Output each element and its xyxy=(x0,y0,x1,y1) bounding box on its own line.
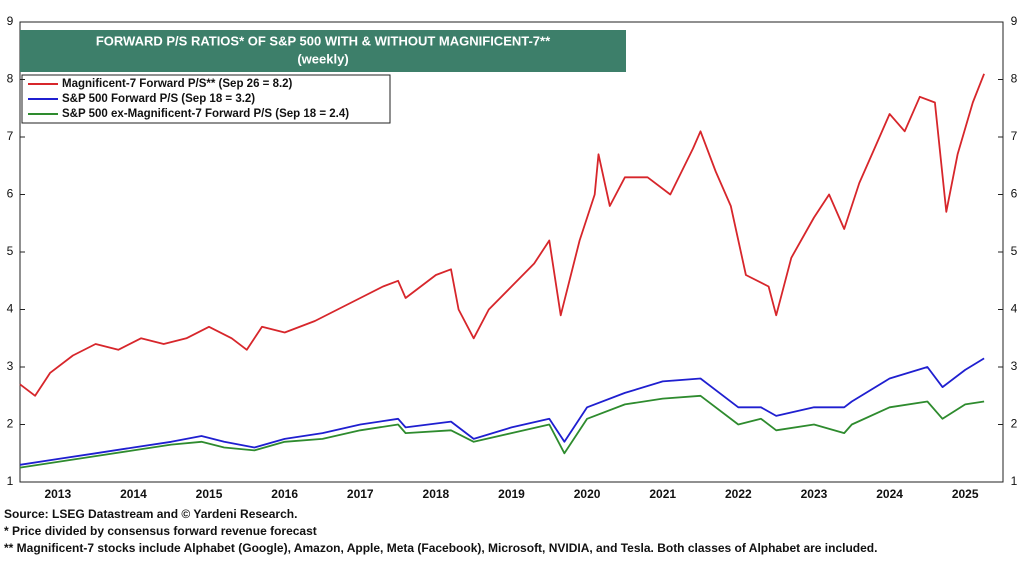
y2-tick-label: 3 xyxy=(1011,359,1018,373)
chart-subtitle: (weekly) xyxy=(297,51,348,66)
legend-label: Magnificent-7 Forward P/S** (Sep 26 = 8.… xyxy=(62,78,293,90)
y2-tick-label: 9 xyxy=(1011,14,1018,28)
y2-tick-label: 4 xyxy=(1011,302,1018,316)
x-tick-label: 2019 xyxy=(498,487,525,501)
legend-box xyxy=(21,74,391,124)
y-tick-label: 5 xyxy=(7,244,14,258)
x-tick-label: 2025 xyxy=(952,487,979,501)
x-tick-label: 2014 xyxy=(120,487,147,501)
source-note: Source: LSEG Datastream and © Yardeni Re… xyxy=(4,507,297,521)
y2-tick-label: 1 xyxy=(1011,474,1018,488)
footnote: ** Magnificent-7 stocks include Alphabet… xyxy=(4,541,877,555)
x-tick-label: 2015 xyxy=(196,487,223,501)
y-tick-label: 7 xyxy=(7,129,14,143)
y-tick-label: 2 xyxy=(7,417,14,431)
x-tick-label: 2013 xyxy=(44,487,71,501)
y-tick-label: 9 xyxy=(7,14,14,28)
x-tick-label: 2022 xyxy=(725,487,752,501)
y-tick-label: 3 xyxy=(7,359,14,373)
y2-tick-label: 8 xyxy=(1011,72,1018,86)
x-tick-label: 2023 xyxy=(801,487,828,501)
y2-tick-label: 2 xyxy=(1011,417,1018,431)
y-tick-label: 1 xyxy=(7,474,14,488)
footnote: * Price divided by consensus forward rev… xyxy=(4,524,317,538)
chart-title: FORWARD P/S RATIOS* OF S&P 500 WITH & WI… xyxy=(96,33,551,48)
legend-label: S&P 500 ex-Magnificent-7 Forward P/S (Se… xyxy=(62,108,349,120)
y2-tick-label: 6 xyxy=(1011,187,1018,201)
y2-tick-label: 5 xyxy=(1011,244,1018,258)
y-tick-label: 8 xyxy=(7,72,14,86)
x-tick-label: 2021 xyxy=(649,487,676,501)
title-box xyxy=(20,30,626,72)
x-tick-label: 2018 xyxy=(423,487,450,501)
series-line xyxy=(19,357,985,466)
series-line xyxy=(19,394,985,469)
y2-tick-label: 7 xyxy=(1011,129,1018,143)
x-tick-label: 2017 xyxy=(347,487,374,501)
series-line xyxy=(19,73,985,397)
x-tick-label: 2024 xyxy=(876,487,903,501)
x-tick-label: 2016 xyxy=(271,487,298,501)
legend-label: S&P 500 Forward P/S (Sep 18 = 3.2) xyxy=(62,93,255,105)
x-tick-label: 2020 xyxy=(574,487,601,501)
y-tick-label: 4 xyxy=(7,302,14,316)
y-tick-label: 6 xyxy=(7,187,14,201)
